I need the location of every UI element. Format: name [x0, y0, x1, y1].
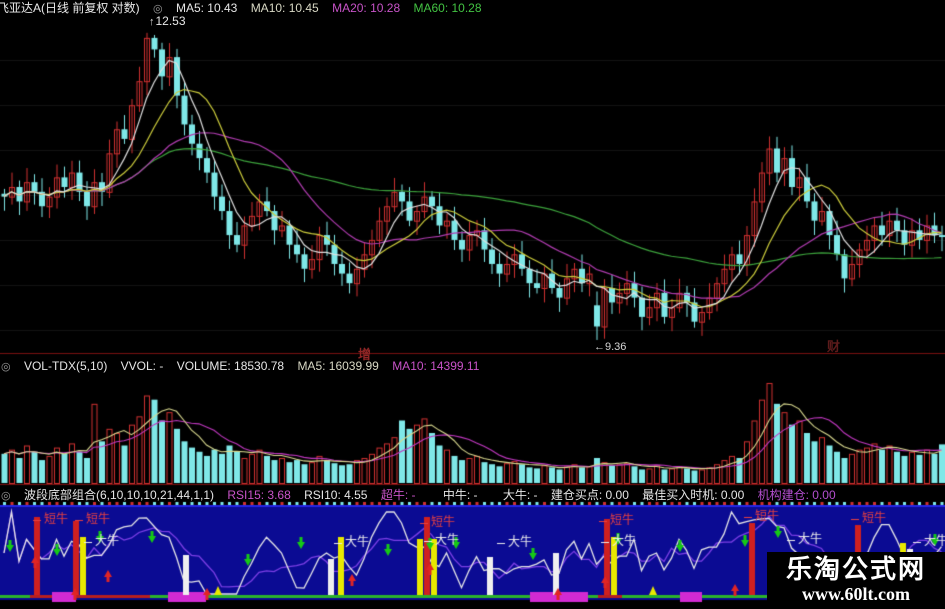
- ma60-value: MA60: 10.28: [413, 1, 482, 15]
- watermark-char-zeng: 增: [358, 347, 372, 362]
- vvol-value: VVOL: -: [120, 359, 164, 373]
- collapse-icon[interactable]: ◎: [1, 490, 11, 502]
- indicator-header: ◎ 波段底部组合(6,10,10,10,21,44,1,1) RSI15: 3.…: [1, 488, 846, 503]
- chaoniu-value: 超牛: -: [380, 488, 416, 502]
- volume-header: ◎ VOL-TDX(5,10) VVOL: - VOLUME: 18530.78…: [1, 359, 489, 374]
- watermark-url: www.60lt.com: [802, 584, 910, 604]
- rsi10-value: RSI10: 4.55: [304, 488, 368, 502]
- volume-indicator-name[interactable]: VOL-TDX(5,10): [23, 359, 108, 373]
- volume-value: VOLUME: 18530.78: [176, 359, 285, 373]
- trough-price-label: ←9.36: [594, 341, 627, 353]
- volume-ma10-value: MA10: 14399.11: [392, 359, 480, 373]
- volume-ma5-value: MA5: 16039.99: [297, 359, 379, 373]
- main-chart-header: 飞亚达A(日线 前复权 对数) ◎ MA5: 10.43 MA10: 10.45…: [0, 1, 492, 16]
- site-watermark: 乐淘公式网 www.60lt.com: [767, 552, 945, 609]
- stock-title[interactable]: 飞亚达A(日线 前复权 对数): [0, 1, 140, 15]
- indicator-name[interactable]: 波段底部组合(6,10,10,10,21,44,1,1): [23, 488, 215, 502]
- ma5-value: MA5: 10.43: [175, 1, 238, 15]
- watermark-char-cai: 财: [827, 339, 841, 354]
- collapse-icon[interactable]: ◎: [153, 3, 163, 15]
- ma10-value: MA10: 10.45: [250, 1, 319, 15]
- jigou-value: 机构建仓: 0.00: [757, 488, 836, 502]
- daniu-value: 大牛: -: [502, 488, 538, 502]
- zhongniu-value: 中牛: -: [442, 488, 478, 502]
- rsi15-value: RSI15: 3.68: [227, 488, 291, 502]
- peak-price-label: ↑12.53: [149, 14, 186, 28]
- collapse-icon[interactable]: ◎: [1, 361, 11, 373]
- peak-marker-icon: ↑: [149, 16, 155, 28]
- zuijia-value: 最佳买入时机: 0.00: [642, 488, 745, 502]
- ma20-value: MA20: 10.28: [332, 1, 401, 15]
- watermark-title: 乐淘公式网: [785, 554, 926, 584]
- jiancang-value: 建仓买点: 0.00: [550, 488, 629, 502]
